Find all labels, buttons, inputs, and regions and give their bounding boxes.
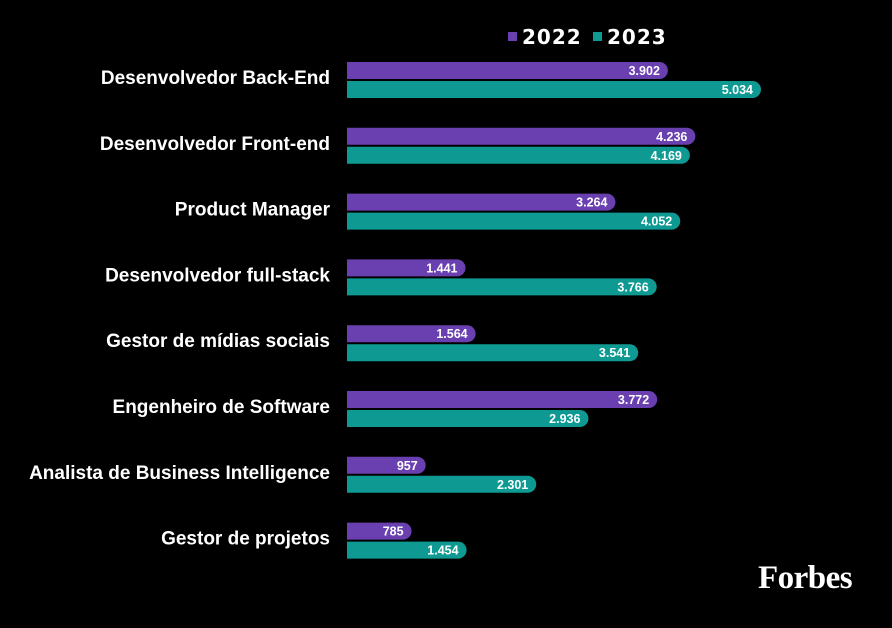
category-label-product-manager: Product Manager: [175, 200, 331, 221]
legend-swatch-2022: [508, 32, 517, 41]
value-label-2023-analista-de-business-intelligence: 2.301: [497, 478, 528, 492]
bars-group: Desenvolvedor Back-End 3.902 5.034 Desenvol…: [29, 50, 761, 570]
value-label-2023-gestor-de-projetos: 1.454: [427, 544, 458, 558]
category-label-desenvolvedor-back-end: Desenvolvedor Back-End: [101, 68, 330, 89]
value-label-2022-desenvolvedor-back-end: 3.902: [629, 64, 660, 78]
legend-label-2022: 2022: [522, 25, 582, 49]
value-label-2022-product-manager: 3.264: [576, 196, 607, 210]
forbes-logo: Forbes: [758, 560, 853, 596]
baseline-mask: [337, 50, 347, 570]
legend-label-2023: 2023: [607, 25, 667, 49]
category-label-engenheiro-de-software: Engenheiro de Software: [113, 397, 330, 418]
value-label-2023-desenvolvedor-back-end: 5.034: [722, 83, 753, 97]
bar-2022-gestor-de-projetos: [338, 522, 412, 540]
value-label-2022-desenvolvedor-front-end: 4.236: [656, 130, 687, 144]
category-label-gestor-de-projetos: Gestor de projetos: [161, 529, 330, 550]
bar-2022-desenvolvedor-full-stack: [338, 259, 466, 277]
category-label-analista-de-business-intelligence: Analista de Business Intelligence: [29, 463, 330, 484]
bar-2023-desenvolvedor-front-end: [338, 146, 690, 164]
value-label-2023-engenheiro-de-software: 2.936: [549, 412, 580, 426]
bar-2023-gestor-de-projetos: [338, 541, 467, 559]
value-label-2022-desenvolvedor-full-stack: 1.441: [426, 261, 457, 275]
bar-2022-engenheiro-de-software: [338, 391, 658, 408]
value-label-2023-gestor-de-midias-sociais: 3.541: [599, 346, 630, 360]
value-label-2022-gestor-de-midias-sociais: 1.564: [436, 327, 467, 341]
bar-2022-product-manager: [338, 193, 616, 211]
bar-2023-analista-de-business-intelligence: [338, 475, 537, 493]
category-label-gestor-de-midias-sociais: Gestor de mídias sociais: [106, 331, 330, 352]
value-label-2023-desenvolvedor-front-end: 4.169: [651, 149, 682, 163]
value-label-2023-product-manager: 4.052: [641, 215, 672, 229]
bar-2022-gestor-de-midias-sociais: [338, 325, 476, 343]
value-label-2022-engenheiro-de-software: 3.772: [618, 393, 649, 407]
bar-2023-desenvolvedor-full-stack: [338, 278, 657, 296]
legend: 2022 2023: [508, 25, 667, 49]
legend-swatch-2023: [593, 32, 602, 41]
bar-2023-product-manager: [338, 212, 681, 230]
bar-2022-desenvolvedor-front-end: [338, 127, 696, 145]
bar-2022-desenvolvedor-back-end: [338, 62, 668, 79]
bar-2023-gestor-de-midias-sociais: [338, 344, 639, 362]
value-label-2022-analista-de-business-intelligence: 957: [397, 459, 418, 473]
bar-2022-analista-de-business-intelligence: [338, 456, 426, 474]
value-label-2022-gestor-de-projetos: 785: [383, 525, 404, 539]
category-label-desenvolvedor-full-stack: Desenvolvedor full-stack: [105, 265, 330, 286]
category-label-desenvolvedor-front-end: Desenvolvedor Front-end: [100, 134, 330, 155]
bar-2023-engenheiro-de-software: [338, 410, 589, 427]
bar-2023-desenvolvedor-back-end: [338, 81, 761, 98]
value-label-2023-desenvolvedor-full-stack: 3.766: [617, 280, 648, 294]
